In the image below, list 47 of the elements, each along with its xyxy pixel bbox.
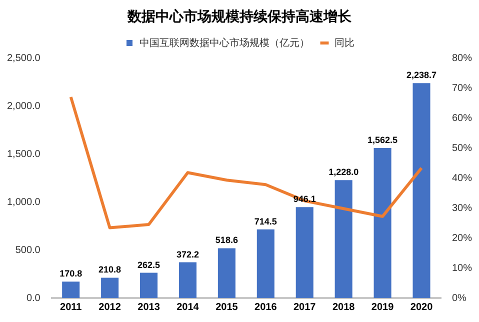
x-tick-label: 2012 [98, 302, 122, 313]
bar [218, 248, 236, 298]
y2-tick-label: 30% [452, 202, 472, 214]
data-label: 518.6 [215, 235, 238, 246]
bar [256, 229, 274, 298]
y2-tick-label: 40% [452, 172, 472, 184]
data-label: 1,228.0 [328, 167, 359, 178]
bar [412, 83, 430, 298]
chart-title: 数据中心市场规模持续保持高速增长 [126, 8, 352, 27]
data-label: 1,562.5 [368, 134, 398, 145]
y2-tick-label: 80% [452, 52, 472, 64]
data-label: 2,238.7 [406, 70, 437, 80]
data-label: 262.5 [138, 260, 160, 270]
data-label: 714.5 [254, 216, 277, 226]
x-tick-label: 2011 [60, 302, 82, 313]
y2-tick-label: 0% [452, 292, 467, 304]
y-tick-label: 1,000.0 [6, 196, 41, 208]
y-tick-label: 1,500.0 [6, 148, 41, 160]
bar [296, 207, 314, 298]
y-tick-label: 2,500.0 [6, 52, 41, 64]
bar [101, 278, 119, 298]
y-tick-label: 2,000.0 [6, 100, 41, 112]
bar [62, 282, 80, 298]
x-tick-label: 2016 [254, 302, 278, 313]
legend-label: 中国互联网数据中心市场规模（亿元） [140, 36, 310, 49]
y2-tick-label: 20% [452, 232, 472, 244]
data-label: 210.8 [98, 264, 122, 275]
y-tick-label: 500.0 [15, 244, 41, 256]
x-tick-label: 2018 [332, 302, 356, 313]
bar [334, 180, 352, 298]
legend-label: 同比 [334, 36, 354, 49]
x-tick-label: 2015 [216, 302, 238, 313]
y2-tick-label: 70% [452, 82, 472, 94]
x-tick-label: 2020 [410, 302, 434, 313]
data-label: 170.8 [60, 268, 82, 279]
x-tick-label: 2014 [176, 302, 200, 313]
y2-tick-label: 50% [452, 142, 472, 154]
x-tick-label: 2013 [138, 302, 160, 313]
x-tick-label: 2017 [293, 302, 316, 313]
data-label: 372.2 [176, 249, 199, 260]
y-tick-label: 0.0 [26, 292, 41, 304]
bar [374, 148, 392, 298]
y2-tick-label: 60% [452, 112, 472, 124]
x-tick-label: 2019 [371, 302, 394, 313]
bar [178, 262, 196, 298]
bar [140, 272, 158, 298]
y2-tick-label: 10% [452, 262, 472, 274]
